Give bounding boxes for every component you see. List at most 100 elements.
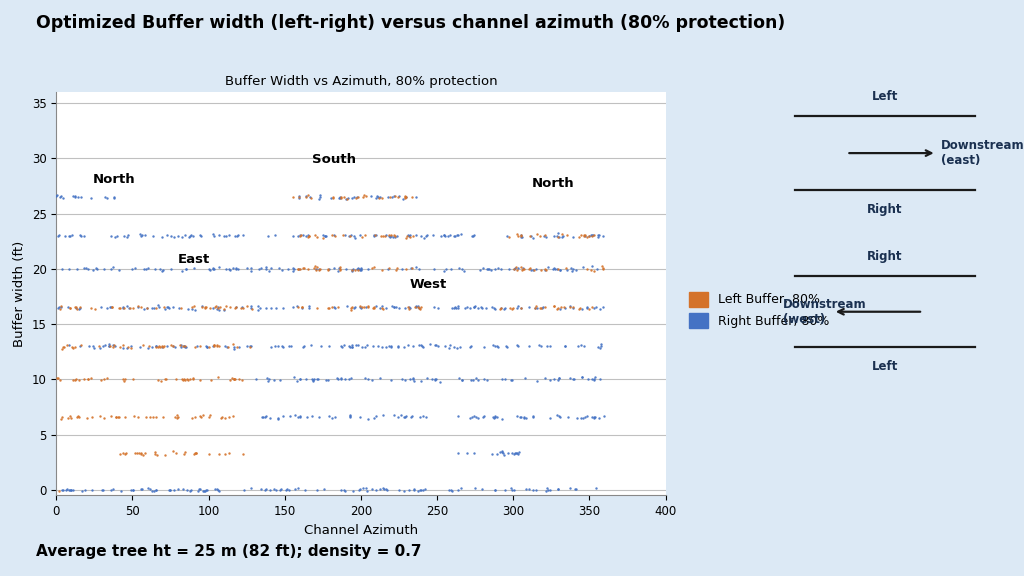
Right Buffer, 80% bbox=[404, 374, 421, 383]
Right Buffer, 80% bbox=[471, 265, 487, 274]
Right Buffer, 80% bbox=[586, 303, 602, 312]
Right Buffer, 80% bbox=[250, 305, 266, 314]
Left Buffer, 80% bbox=[139, 303, 156, 312]
Right Buffer, 80% bbox=[312, 191, 329, 200]
Right Buffer, 80% bbox=[83, 193, 99, 202]
Right Buffer, 80% bbox=[400, 232, 417, 241]
Left Buffer, 80% bbox=[68, 302, 84, 311]
Right Buffer, 80% bbox=[159, 303, 175, 312]
Left Buffer, 80% bbox=[69, 374, 85, 384]
Left Buffer, 80% bbox=[532, 303, 549, 312]
Right Buffer, 80% bbox=[303, 411, 319, 420]
Left Buffer, 80% bbox=[299, 233, 315, 242]
Right Buffer, 80% bbox=[562, 302, 579, 311]
Right Buffer, 80% bbox=[225, 263, 242, 272]
Right Buffer, 80% bbox=[209, 305, 225, 314]
Right Buffer, 80% bbox=[172, 342, 188, 351]
Right Buffer, 80% bbox=[344, 341, 360, 350]
Right Buffer, 80% bbox=[562, 373, 579, 382]
Right Buffer, 80% bbox=[450, 486, 466, 495]
Right Buffer, 80% bbox=[459, 449, 475, 458]
Right Buffer, 80% bbox=[65, 230, 81, 240]
Left Buffer, 80% bbox=[115, 449, 131, 458]
Right Buffer, 80% bbox=[425, 231, 441, 240]
Right Buffer, 80% bbox=[252, 304, 268, 313]
Right Buffer, 80% bbox=[583, 230, 599, 240]
Right Buffer, 80% bbox=[177, 342, 194, 351]
Right Buffer, 80% bbox=[191, 484, 208, 494]
Right Buffer, 80% bbox=[205, 264, 221, 273]
Right Buffer, 80% bbox=[555, 232, 571, 241]
Right Buffer, 80% bbox=[291, 264, 307, 274]
Right Buffer, 80% bbox=[243, 301, 259, 310]
Right Buffer, 80% bbox=[383, 343, 399, 352]
Right Buffer, 80% bbox=[574, 373, 591, 382]
Right Buffer, 80% bbox=[147, 485, 164, 494]
Text: West: West bbox=[410, 278, 446, 291]
Right Buffer, 80% bbox=[368, 412, 384, 421]
Right Buffer, 80% bbox=[209, 484, 225, 494]
Right Buffer, 80% bbox=[542, 414, 558, 423]
Right Buffer, 80% bbox=[347, 234, 364, 243]
Text: Downstream
(east): Downstream (east) bbox=[941, 139, 1024, 167]
Right Buffer, 80% bbox=[69, 264, 85, 274]
Right Buffer, 80% bbox=[453, 484, 469, 493]
Right Buffer, 80% bbox=[366, 232, 382, 241]
Right Buffer, 80% bbox=[72, 303, 88, 312]
Right Buffer, 80% bbox=[248, 374, 264, 384]
Right Buffer, 80% bbox=[552, 265, 568, 274]
Right Buffer, 80% bbox=[487, 413, 504, 422]
Right Buffer, 80% bbox=[218, 265, 234, 274]
Right Buffer, 80% bbox=[344, 265, 360, 274]
Right Buffer, 80% bbox=[56, 231, 73, 240]
Left Buffer, 80% bbox=[397, 233, 414, 242]
Left Buffer, 80% bbox=[513, 265, 529, 274]
Right Buffer, 80% bbox=[207, 484, 223, 494]
Left Buffer, 80% bbox=[104, 343, 121, 352]
Right Buffer, 80% bbox=[185, 232, 202, 241]
Right Buffer, 80% bbox=[401, 303, 418, 312]
Right Buffer, 80% bbox=[92, 343, 109, 353]
Left Buffer, 80% bbox=[234, 449, 251, 458]
Right Buffer, 80% bbox=[510, 263, 526, 272]
Left Buffer, 80% bbox=[531, 231, 548, 240]
Right Buffer, 80% bbox=[592, 343, 608, 352]
Right Buffer, 80% bbox=[233, 302, 250, 312]
Right Buffer, 80% bbox=[574, 263, 591, 272]
Right Buffer, 80% bbox=[484, 412, 501, 421]
Right Buffer, 80% bbox=[486, 304, 503, 313]
Left Buffer, 80% bbox=[125, 374, 141, 383]
Left Buffer, 80% bbox=[217, 414, 233, 423]
Right Buffer, 80% bbox=[257, 413, 273, 422]
Right Buffer, 80% bbox=[352, 302, 369, 312]
Left Buffer, 80% bbox=[311, 264, 328, 274]
Right Buffer, 80% bbox=[311, 192, 328, 202]
Right Buffer, 80% bbox=[318, 376, 335, 385]
Right Buffer, 80% bbox=[199, 343, 215, 352]
Right Buffer, 80% bbox=[217, 342, 233, 351]
Left Buffer, 80% bbox=[69, 412, 85, 422]
Right Buffer, 80% bbox=[132, 230, 148, 239]
Left Buffer, 80% bbox=[404, 232, 421, 241]
Right Buffer, 80% bbox=[573, 341, 590, 350]
Right Buffer, 80% bbox=[251, 264, 267, 274]
Right Buffer, 80% bbox=[587, 412, 603, 422]
Right Buffer, 80% bbox=[424, 374, 440, 384]
Right Buffer, 80% bbox=[186, 305, 203, 314]
Left Buffer, 80% bbox=[202, 410, 218, 419]
Right Buffer, 80% bbox=[261, 374, 278, 384]
Right Buffer, 80% bbox=[51, 192, 68, 202]
Right Buffer, 80% bbox=[266, 375, 283, 384]
Right Buffer, 80% bbox=[274, 304, 291, 313]
Right Buffer, 80% bbox=[432, 377, 449, 386]
Left Buffer, 80% bbox=[330, 303, 346, 312]
Right Buffer, 80% bbox=[93, 486, 110, 495]
Right Buffer, 80% bbox=[125, 485, 141, 494]
Right Buffer, 80% bbox=[344, 343, 360, 352]
Right Buffer, 80% bbox=[556, 342, 572, 351]
Left Buffer, 80% bbox=[194, 302, 210, 312]
Right Buffer, 80% bbox=[80, 265, 96, 274]
Right Buffer, 80% bbox=[584, 262, 600, 271]
Left Buffer, 80% bbox=[354, 193, 371, 202]
Right Buffer, 80% bbox=[258, 263, 274, 272]
